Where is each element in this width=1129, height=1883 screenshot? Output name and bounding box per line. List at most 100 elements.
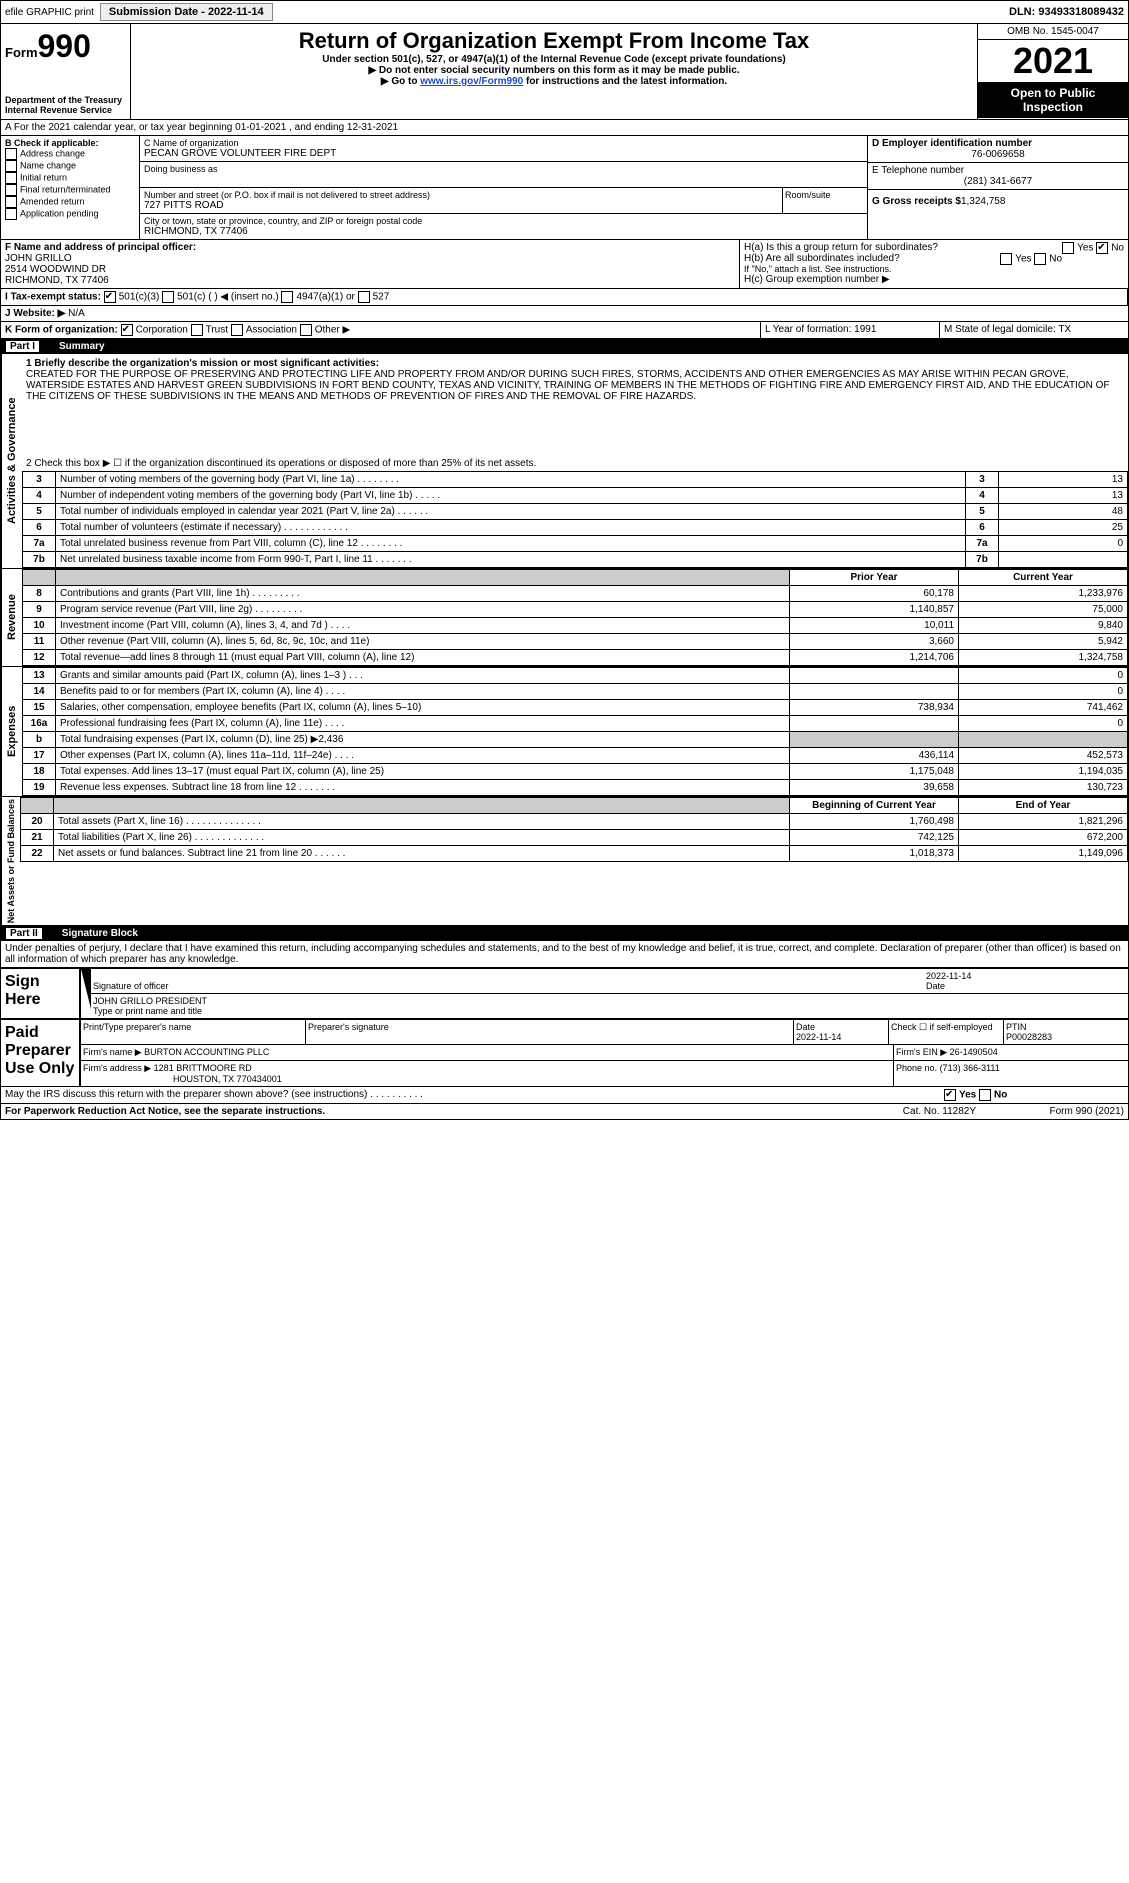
check-initial[interactable] xyxy=(5,172,17,184)
tab-net: Net Assets or Fund Balances xyxy=(1,797,20,925)
city: RICHMOND, TX 77406 xyxy=(144,226,863,237)
k-assoc: Association xyxy=(246,325,297,336)
curr-h: Current Year xyxy=(1013,572,1073,583)
e-label: E Telephone number xyxy=(872,165,964,176)
check-address[interactable] xyxy=(5,148,17,160)
subtitle-1: Under section 501(c), 527, or 4947(a)(1)… xyxy=(135,54,973,65)
tax-year: 2021 xyxy=(978,40,1128,82)
street: 727 PITTS ROAD xyxy=(144,200,778,211)
ha-no[interactable] xyxy=(1096,242,1108,254)
mission-text: CREATED FOR THE PURPOSE OF PRESERVING AN… xyxy=(26,369,1110,402)
g-label: G Gross receipts $ xyxy=(872,196,961,207)
fn-v: BURTON ACCOUNTING PLLC xyxy=(144,1047,269,1057)
check-amended[interactable] xyxy=(5,196,17,208)
d-label: D Employer identification number xyxy=(872,138,1032,149)
p1-label: Part I xyxy=(6,341,39,352)
sign-block: Sign Here Signature of officer2022-11-14… xyxy=(0,968,1129,1019)
ph-l: Phone no. xyxy=(896,1063,937,1073)
check-trust[interactable] xyxy=(191,324,203,336)
hb2: If "No," attach a list. See instructions… xyxy=(744,264,1124,274)
i-c: 501(c) ( ) ◀ (insert no.) xyxy=(177,292,279,303)
check-corp[interactable] xyxy=(121,324,133,336)
irs-label: Internal Revenue Service xyxy=(5,105,126,115)
k-trust: Trust xyxy=(206,325,228,336)
sig-l: Signature of officer xyxy=(93,981,168,991)
fa-v: 1281 BRITTMOORE RD xyxy=(154,1063,252,1073)
c-label: C Name of organization xyxy=(144,138,863,148)
m-state: M State of legal domicile: TX xyxy=(940,322,1128,338)
end-h: End of Year xyxy=(1016,800,1071,811)
yes-l2: Yes xyxy=(1015,254,1031,265)
subtitle-3a: ▶ Go to xyxy=(381,76,420,87)
discuss-yes[interactable] xyxy=(944,1089,956,1101)
open-public-label: Open to Public Inspection xyxy=(978,82,1128,118)
website: N/A xyxy=(68,308,85,319)
line-2: 2 Check this box ▶ ☐ if the organization… xyxy=(22,456,1128,471)
k-other: Other ▶ xyxy=(315,325,350,336)
p2-title: Signature Block xyxy=(62,928,138,939)
check-4947[interactable] xyxy=(281,291,293,303)
officer-addr2: RICHMOND, TX 77406 xyxy=(5,275,735,286)
rev-table: Prior YearCurrent Year 8Contributions an… xyxy=(22,569,1128,666)
tab-expenses: Expenses xyxy=(1,667,22,796)
prior-h: Prior Year xyxy=(850,572,897,583)
line-a: A For the 2021 calendar year, or tax yea… xyxy=(1,120,402,135)
k-label: K Form of organization: xyxy=(5,325,118,336)
b-amend: Amended return xyxy=(20,196,85,206)
dba-label: Doing business as xyxy=(144,164,863,174)
check-527[interactable] xyxy=(358,291,370,303)
sig-name: JOHN GRILLO PRESIDENT xyxy=(93,996,207,1006)
check-app[interactable] xyxy=(5,208,17,220)
form-title: Return of Organization Exempt From Incom… xyxy=(135,28,973,54)
subtitle-2: ▶ Do not enter social security numbers o… xyxy=(135,65,973,76)
b-app: Application pending xyxy=(20,208,99,218)
subtitle-3b: for instructions and the latest informat… xyxy=(523,76,727,87)
submission-date-button[interactable]: Submission Date - 2022-11-14 xyxy=(100,3,273,21)
check-other[interactable] xyxy=(300,324,312,336)
ps: Preparer's signature xyxy=(306,1020,794,1044)
sig-name-l: Type or print name and title xyxy=(93,1006,202,1016)
pd-v: 2022-11-14 xyxy=(796,1032,841,1042)
ha-yes[interactable] xyxy=(1062,242,1074,254)
fn: No xyxy=(994,1090,1007,1101)
sign-here: Sign Here xyxy=(0,968,80,1019)
b-final: Final return/terminated xyxy=(20,184,111,194)
fein-v: 26-1490504 xyxy=(950,1047,998,1057)
tab-governance: Activities & Governance xyxy=(1,354,22,568)
pchk: Check ☐ if self-employed xyxy=(889,1020,1004,1044)
exp-table: 13Grants and similar amounts paid (Part … xyxy=(22,667,1128,796)
l-year: L Year of formation: 1991 xyxy=(761,322,940,338)
irs-link[interactable]: www.irs.gov/Form990 xyxy=(420,76,523,87)
hc-label: H(c) Group exemption number ▶ xyxy=(744,274,1124,285)
check-501c3[interactable] xyxy=(104,291,116,303)
top-bar: efile GRAPHIC print Submission Date - 20… xyxy=(0,0,1129,24)
part2-header: Part II Signature Block xyxy=(0,926,1129,941)
officer-name: JOHN GRILLO xyxy=(5,253,735,264)
fein-l: Firm's EIN ▶ xyxy=(896,1047,947,1057)
hb-label: H(b) Are all subordinates included? xyxy=(744,253,900,264)
discuss-no[interactable] xyxy=(979,1089,991,1101)
b-label: B Check if applicable: xyxy=(5,138,99,148)
hb-yes[interactable] xyxy=(1000,253,1012,265)
mission-q: 1 Briefly describe the organization's mi… xyxy=(26,358,379,369)
dept-label: Department of the Treasury xyxy=(5,95,126,105)
fy: Yes xyxy=(959,1090,976,1101)
check-name[interactable] xyxy=(5,160,17,172)
check-final[interactable] xyxy=(5,184,17,196)
f-label: F Name and address of principal officer: xyxy=(5,242,196,253)
k-corp: Corporation xyxy=(136,325,188,336)
street-label: Number and street (or P.O. box if mail i… xyxy=(144,190,778,200)
check-assoc[interactable] xyxy=(231,324,243,336)
sign-arrow-icon xyxy=(81,969,91,1009)
hb-no[interactable] xyxy=(1034,253,1046,265)
i-527: 527 xyxy=(373,292,390,303)
ha-label: H(a) Is this a group return for subordin… xyxy=(744,242,938,253)
p2-label: Part II xyxy=(6,928,42,939)
fa-v2: HOUSTON, TX 770434001 xyxy=(173,1074,282,1084)
check-501c[interactable] xyxy=(162,291,174,303)
efile-label: efile GRAPHIC print xyxy=(5,7,94,18)
p1-title: Summary xyxy=(59,341,105,352)
b-init: Initial return xyxy=(20,172,67,182)
pn: Print/Type preparer's name xyxy=(81,1020,306,1044)
form-header: Form990 Department of the Treasury Inter… xyxy=(0,24,1129,120)
